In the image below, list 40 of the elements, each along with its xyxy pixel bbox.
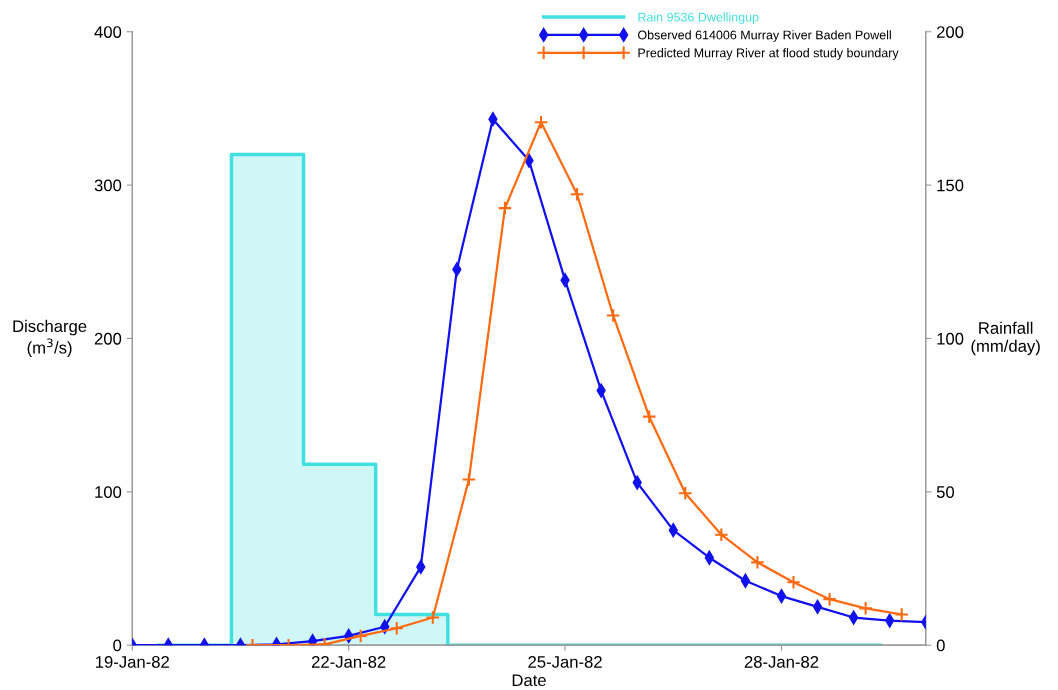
point [812, 599, 823, 614]
x-tick-label: 22-Jan-82 [311, 656, 386, 668]
point [894, 607, 909, 622]
point [776, 589, 787, 604]
point [389, 620, 405, 636]
legend-label: Observed 614006 Murray River Baden Powell [638, 30, 891, 42]
point [605, 308, 621, 323]
point [416, 560, 426, 574]
point [822, 591, 837, 607]
point [569, 187, 585, 202]
y2-tick-label: 50 [936, 486, 955, 498]
y-tick-label: 400 [94, 26, 122, 38]
point [678, 486, 693, 501]
point [425, 610, 441, 625]
x-tick-label: 28-Jan-82 [744, 656, 819, 668]
y2-tick-label: 0 [936, 639, 945, 652]
text: Rain 9536 Dwellingup [638, 12, 759, 24]
y-tick-label: 100 [95, 486, 122, 498]
point [858, 601, 873, 616]
point [533, 114, 549, 130]
point [750, 555, 765, 570]
point [461, 472, 477, 487]
x-tick-label: 25-Jan-82 [528, 656, 602, 668]
y-tick-label: 200 [94, 332, 122, 345]
y2-tick-label: 100 [937, 332, 964, 345]
point [714, 527, 729, 543]
point [786, 574, 801, 590]
y2-tick-label: 150 [937, 179, 964, 192]
legend-label: Predicted Murray River at flood study boundary [638, 48, 899, 60]
y-tick-label: 0 [113, 639, 122, 652]
x-axis-title: Date [512, 674, 546, 687]
point [308, 634, 318, 646]
y-axis-title: Discharge (m$^{3}$/s) [13, 319, 87, 357]
y-tick-label: 300 [94, 179, 122, 192]
y2-axis-title: Rainfall (mm/day) [971, 321, 1040, 356]
point [497, 200, 513, 216]
point [641, 409, 657, 424]
point [353, 628, 368, 644]
y2-tick-label: 200 [937, 26, 964, 38]
x-tick-label: 19-Jan-82 [96, 656, 169, 668]
